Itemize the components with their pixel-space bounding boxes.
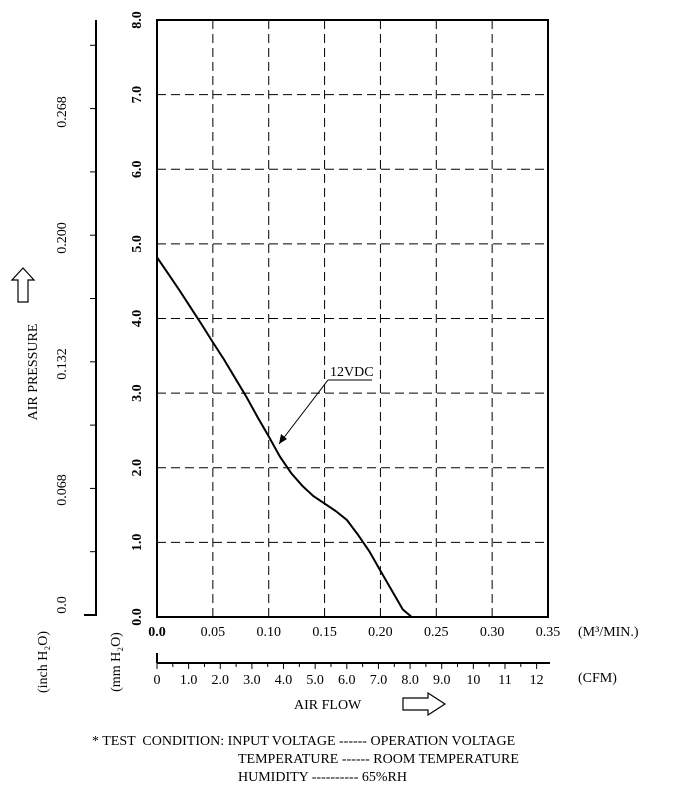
grid-lines [157,20,548,617]
x-tick-label: 0.15 [312,625,337,640]
inch-tick-label: 0.132 [55,348,70,380]
x-axis-title: AIR FLOW [294,698,362,713]
cfm-tick-label: 0 [154,673,161,688]
m3-axis-unit: (M³/MIN.) [578,625,639,640]
cfm-axis: 0 1.0 2.0 3.0 4.0 5.0 6.0 7.0 8.0 9.0 10 11 12 [154,653,550,688]
inch-axis: 0.0 0.068 0.132 0.200 0.268 [55,20,97,616]
cfm-tick-label: 7.0 [370,673,388,688]
y-axis-up-arrow-icon [10,267,36,303]
plot-frame [156,19,549,618]
x-tick-label: 0.30 [480,625,505,640]
cfm-tick-label: 11 [498,673,511,688]
y-tick-label: 0.0 [130,608,145,626]
curve-annotation: 12VDC [278,365,374,445]
annotation-leader-line [278,379,329,445]
x-tick-label: 0.10 [256,625,281,640]
cfm-tick-label: 10 [466,673,480,688]
m3-axis-ticks: 0.0 0.05 0.10 0.15 0.20 0.25 0.30 0.35 [148,625,560,640]
test-condition-line-3: HUMIDITY ---------- 65%RH [238,770,407,785]
y-tick-label: 4.0 [130,310,145,328]
cfm-tick-label: 4.0 [275,673,293,688]
y-tick-label: 7.0 [130,86,145,104]
series-line-12vdc [156,256,413,618]
y-axis-title: AIR PRESSURE [26,324,41,421]
cfm-tick-label: 5.0 [306,673,324,688]
fan-performance-chart: 0.0 1.0 2.0 3.0 4.0 5.0 6.0 7.0 8.0 0.0 0.068 0.13… [10,11,639,717]
annotation-arrowhead [279,434,287,444]
cfm-tick-label: 12 [530,673,544,688]
cfm-tick-label: 2.0 [212,673,230,688]
y-tick-label: 6.0 [130,161,145,179]
cfm-tick-label: 9.0 [433,673,451,688]
inch-tick-label: 0.068 [55,474,70,506]
x-tick-label: 0.20 [368,625,393,640]
inch-tick-label: 0.200 [55,222,70,254]
inch-tick-label: 0.268 [55,96,70,128]
y-tick-label: 1.0 [130,534,145,552]
x-tick-label: 0.0 [148,625,166,640]
annotation-label: 12VDC [330,365,374,380]
inch-axis-unit: (inch H₂O) [36,631,51,693]
cfm-tick-label: 6.0 [338,673,356,688]
y-tick-label: 3.0 [130,384,145,402]
x-tick-label: 0.25 [424,625,449,640]
x-axis-right-arrow-icon [402,691,447,717]
inch-tick-label: 0.0 [55,596,70,614]
test-condition-line-1: * TEST CONDITION: INPUT VOLTAGE ------ O… [92,734,516,749]
y-tick-label: 2.0 [130,459,145,477]
cfm-tick-label: 1.0 [180,673,198,688]
cfm-axis-unit: (CFM) [578,671,617,686]
y-tick-label: 5.0 [130,235,145,253]
mm-axis-ticks: 0.0 1.0 2.0 3.0 4.0 5.0 6.0 7.0 8.0 [130,11,145,626]
mm-axis-unit: (mm H₂O) [109,632,124,692]
test-condition-line-2: TEMPERATURE ------ ROOM TEMPERATURE [238,752,519,767]
cfm-tick-label: 3.0 [243,673,261,688]
x-tick-label: 0.05 [201,625,226,640]
cfm-tick-label: 8.0 [401,673,419,688]
x-tick-label: 0.35 [536,625,561,640]
y-tick-label: 8.0 [130,11,145,29]
